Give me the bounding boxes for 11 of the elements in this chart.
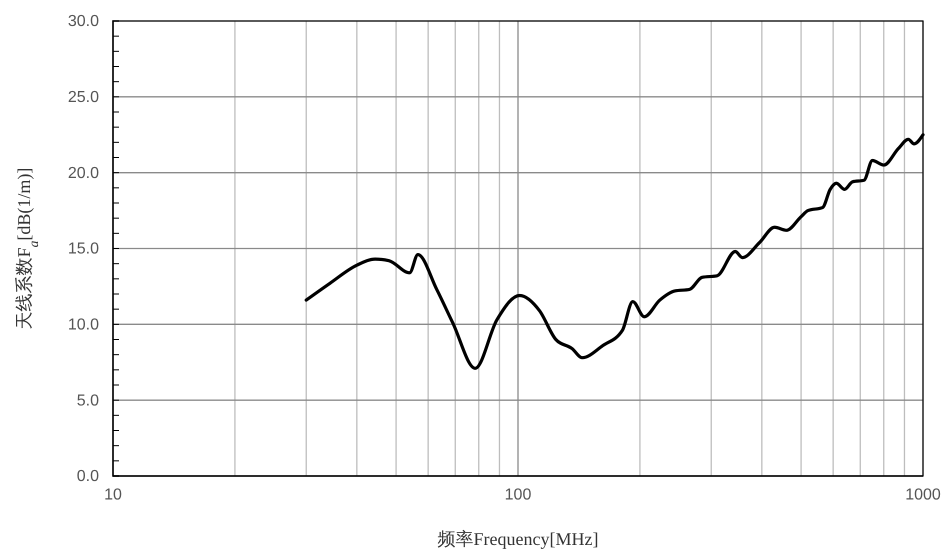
y-tick-label: 25.0 <box>68 88 100 106</box>
y-tick-label: 10.0 <box>68 316 100 334</box>
y-tick-label: 0.0 <box>76 468 100 486</box>
y-tick-label: 5.0 <box>76 392 100 410</box>
y-tick-label: 15.0 <box>68 240 100 258</box>
x-tick-label: 1000 <box>905 486 941 504</box>
x-tick-label: 100 <box>504 486 532 504</box>
y-tick-label: 30.0 <box>68 13 100 30</box>
x-tick-label: 10 <box>104 486 122 504</box>
y-tick-label: 20.0 <box>68 164 100 182</box>
x-axis-title: 频率Frequency[MHz] <box>438 529 598 549</box>
